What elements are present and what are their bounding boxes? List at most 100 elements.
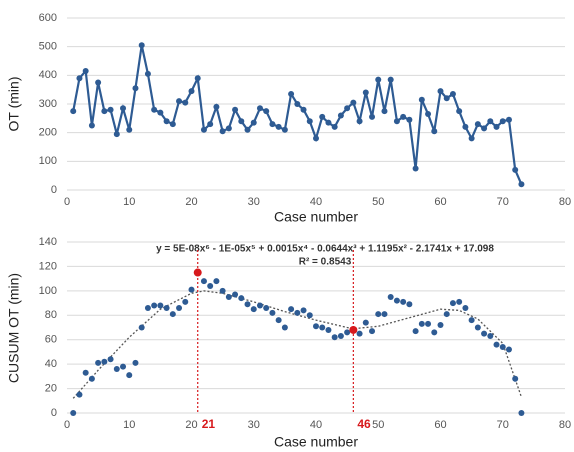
data-point [169, 311, 176, 318]
data-point [132, 85, 139, 92]
y-tick-label: 500 [39, 41, 57, 53]
data-point [300, 307, 307, 314]
data-point [406, 301, 413, 308]
data-point [456, 298, 463, 305]
data-point [244, 301, 251, 308]
data-point [256, 105, 263, 112]
data-point [263, 304, 270, 311]
data-point [319, 324, 326, 331]
data-point [481, 330, 488, 337]
data-point [362, 319, 369, 326]
data-point [431, 329, 438, 336]
data-point [412, 165, 419, 172]
x-tick-label: 50 [372, 419, 384, 431]
data-point [443, 311, 450, 318]
data-point [518, 181, 525, 188]
data-point [499, 344, 506, 351]
data-point [474, 121, 481, 128]
data-point [425, 111, 432, 118]
data-point [350, 99, 357, 106]
y-tick-label: 80 [45, 309, 57, 321]
x-tick-label: 30 [248, 196, 260, 208]
y-tick-label: 0 [51, 184, 57, 196]
data-point [325, 119, 332, 126]
x-tick-label: 40 [310, 196, 322, 208]
data-point [449, 90, 456, 97]
data-point [306, 118, 313, 125]
data-point [288, 306, 295, 313]
data-point [163, 304, 170, 311]
data-point [418, 320, 425, 327]
data-point [163, 118, 170, 125]
x-tick-label: 80 [559, 196, 571, 208]
data-point [263, 108, 270, 115]
x-tick-label: 50 [372, 196, 384, 208]
data-point [188, 286, 195, 293]
data-point [281, 324, 288, 331]
data-point [113, 366, 120, 373]
data-point [456, 108, 463, 115]
data-point [151, 106, 158, 113]
data-point [82, 68, 89, 75]
x-tick-label: 0 [64, 196, 70, 208]
data-point [232, 106, 239, 113]
data-point [331, 334, 338, 341]
data-point [487, 333, 494, 340]
data-point [95, 79, 102, 86]
data-point [493, 123, 500, 130]
data-point [200, 126, 207, 133]
data-point [95, 359, 102, 366]
y-tick-label: 20 [45, 382, 57, 394]
data-point [462, 304, 469, 311]
data-point [412, 328, 419, 335]
data-point [474, 324, 481, 331]
data-point [425, 320, 432, 327]
data-point [375, 311, 382, 318]
data-point [256, 302, 263, 309]
y-axis-title: OT (min) [6, 77, 22, 132]
x-tick-label: 70 [497, 419, 509, 431]
data-point [182, 298, 189, 305]
data-point [200, 278, 207, 285]
data-point [219, 287, 226, 294]
x-tick-label: 30 [248, 419, 260, 431]
y-tick-label: 0 [51, 407, 57, 419]
equation: y = 5E-08x⁶ - 1E-05x⁵ + 0.0015x⁴ - 0.064… [156, 244, 494, 255]
data-point [381, 311, 388, 318]
data-point [88, 122, 95, 129]
data-point [88, 375, 95, 382]
data-point [157, 109, 164, 116]
data-point [294, 101, 301, 107]
y-tick-label: 600 [39, 12, 57, 24]
x-axis-title: Case number [274, 434, 358, 450]
data-point [337, 112, 344, 119]
x-tick-label: 60 [434, 196, 446, 208]
data-point [144, 304, 151, 311]
data-point [193, 268, 202, 277]
data-point [151, 302, 158, 309]
data-point [375, 76, 382, 83]
data-point [101, 358, 108, 365]
data-point [337, 333, 344, 340]
data-point [369, 113, 376, 120]
data-point [120, 105, 127, 112]
data-point [387, 293, 394, 300]
data-point [107, 106, 114, 113]
data-point [144, 70, 151, 77]
data-point [76, 75, 83, 82]
data-point [188, 88, 195, 95]
data-point [132, 359, 139, 366]
data-point [393, 118, 400, 125]
data-point [344, 329, 351, 336]
data-point [194, 75, 201, 82]
trend-line [72, 290, 523, 399]
data-point [238, 118, 245, 125]
data-point [512, 375, 519, 382]
data-point [126, 126, 133, 133]
data-point [437, 322, 444, 329]
y-tick-label: 40 [45, 358, 57, 370]
data-point [207, 121, 214, 128]
x-tick-label: 40 [310, 419, 322, 431]
data-point [219, 128, 226, 135]
data-point [437, 88, 444, 95]
